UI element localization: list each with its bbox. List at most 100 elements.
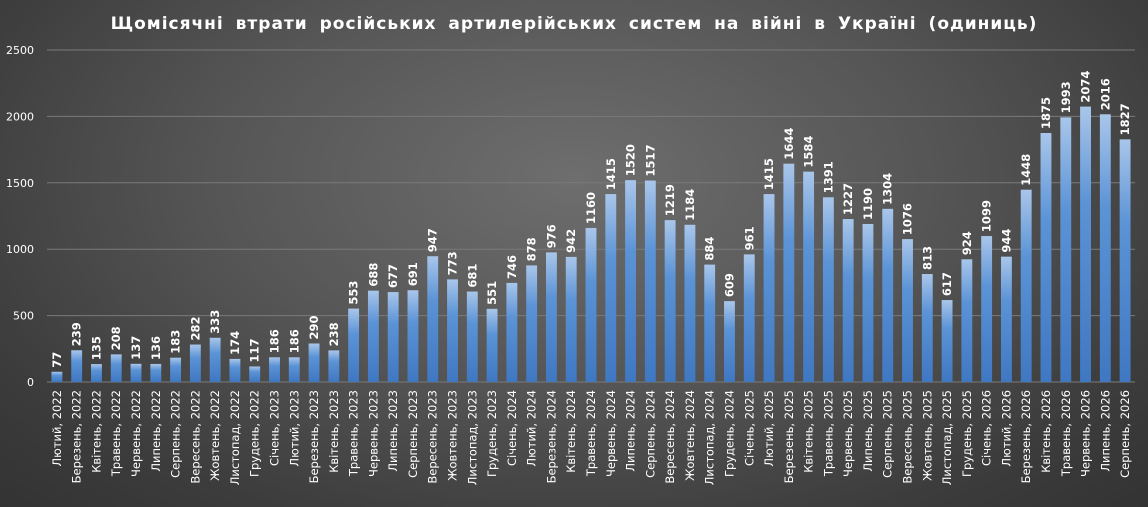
bar	[704, 264, 716, 382]
x-tick-label: Травень, 2023	[347, 390, 361, 477]
y-tick-label: 1500	[6, 177, 34, 190]
x-tick-label: Листопад, 2025	[940, 390, 954, 485]
bar	[882, 208, 894, 382]
x-tick-label: Лютий, 2023	[287, 390, 301, 467]
x-tick-label: Серпень, 2023	[406, 390, 420, 478]
x-tick-label: Лютий, 2026	[999, 390, 1013, 467]
x-tick-label: Серпень, 2025	[881, 390, 895, 478]
data-label: 617	[940, 272, 954, 296]
x-tick-label: Квітень, 2022	[89, 390, 103, 473]
data-label: 947	[426, 228, 440, 252]
bar	[229, 358, 241, 382]
x-tick-label: Червень, 2022	[129, 390, 143, 477]
bar	[466, 291, 478, 382]
x-tick-label: Квітень, 2025	[802, 390, 816, 473]
data-label: 2074	[1079, 71, 1093, 103]
bar	[822, 197, 834, 382]
x-tick-label: Липень, 2026	[1098, 390, 1112, 472]
bar	[427, 256, 439, 382]
x-tick-label: Березень, 2023	[307, 390, 321, 483]
bar	[367, 290, 379, 382]
data-label: 186	[267, 329, 281, 353]
x-tick-label: Серпень, 2022	[169, 390, 183, 478]
data-label: 174	[228, 331, 242, 355]
bar	[783, 163, 795, 382]
x-tick-label: Січень, 2023	[267, 390, 281, 466]
bar	[1040, 133, 1052, 382]
x-tick-label: Лютий, 2025	[762, 390, 776, 467]
x-tick-label: Червень, 2025	[841, 390, 855, 477]
bar	[189, 344, 201, 382]
data-label: 117	[248, 338, 262, 362]
bar	[51, 371, 63, 382]
bar	[71, 350, 83, 382]
x-tick-label: Квітень, 2024	[564, 390, 578, 473]
bar	[1099, 114, 1111, 382]
data-label: 1584	[802, 136, 816, 168]
bar	[447, 279, 458, 382]
bar	[526, 265, 538, 382]
x-tick-label: Жовтень, 2025	[920, 390, 934, 481]
bar	[743, 254, 755, 382]
x-tick-label: Вересень, 2022	[188, 390, 202, 484]
bar	[269, 357, 280, 382]
data-label: 1099	[980, 200, 994, 232]
bar	[1119, 139, 1131, 382]
x-tick-label: Липень, 2023	[386, 390, 400, 472]
data-label: 1448	[1019, 154, 1033, 186]
data-label: 1827	[1118, 103, 1132, 135]
bar	[842, 219, 854, 382]
data-label: 1644	[782, 128, 796, 160]
bar	[1080, 106, 1091, 382]
bar	[803, 171, 815, 382]
bar	[565, 256, 577, 382]
x-tick-label: Липень, 2022	[149, 390, 163, 472]
bar	[209, 337, 221, 382]
x-tick-label: Жовтень, 2024	[683, 390, 697, 481]
data-label: 1227	[841, 183, 855, 215]
data-label: 551	[485, 281, 499, 305]
data-label: 186	[287, 329, 301, 353]
bar-series	[51, 106, 1131, 383]
data-label: 746	[505, 255, 519, 279]
data-label: 290	[307, 315, 321, 339]
x-tick-label: Лютий, 2024	[525, 390, 539, 467]
bar	[862, 223, 874, 382]
bar	[170, 357, 182, 382]
bar	[288, 357, 300, 382]
data-label: 333	[208, 310, 222, 334]
x-tick-label: Листопад, 2022	[228, 390, 242, 485]
y-tick-label: 500	[13, 310, 34, 323]
bar	[110, 354, 122, 382]
data-label: 238	[327, 322, 341, 346]
x-tick-label: Грудень, 2022	[248, 390, 262, 477]
bar	[981, 236, 993, 382]
x-tick-label: Липень, 2025	[861, 390, 875, 472]
bar	[921, 274, 933, 382]
bar	[1020, 189, 1032, 382]
x-tick-label: Березень, 2025	[782, 390, 796, 483]
bar	[724, 301, 735, 382]
y-tick-label: 2000	[6, 110, 34, 123]
data-label: 1076	[901, 203, 915, 235]
x-tick-label: Березень, 2022	[70, 390, 84, 483]
x-tick-label: Вересень, 2025	[901, 390, 915, 484]
x-tick-label: Жовтень, 2023	[446, 390, 460, 481]
data-label: 691	[406, 262, 420, 286]
data-label: 1391	[821, 161, 835, 193]
data-label: 136	[149, 336, 163, 360]
bar	[585, 227, 597, 382]
data-label: 1520	[624, 144, 638, 176]
bar	[763, 194, 775, 382]
x-tick-label: Січень, 2026	[980, 390, 994, 466]
data-label: 976	[544, 224, 558, 248]
y-tick-label: 0	[27, 376, 34, 389]
data-label: 239	[70, 322, 84, 346]
data-label: 884	[703, 237, 717, 261]
bar	[605, 194, 617, 382]
bar	[941, 300, 953, 382]
bar	[506, 282, 518, 382]
bar	[308, 343, 320, 382]
data-label: 1875	[1039, 97, 1053, 129]
bar	[407, 290, 419, 382]
